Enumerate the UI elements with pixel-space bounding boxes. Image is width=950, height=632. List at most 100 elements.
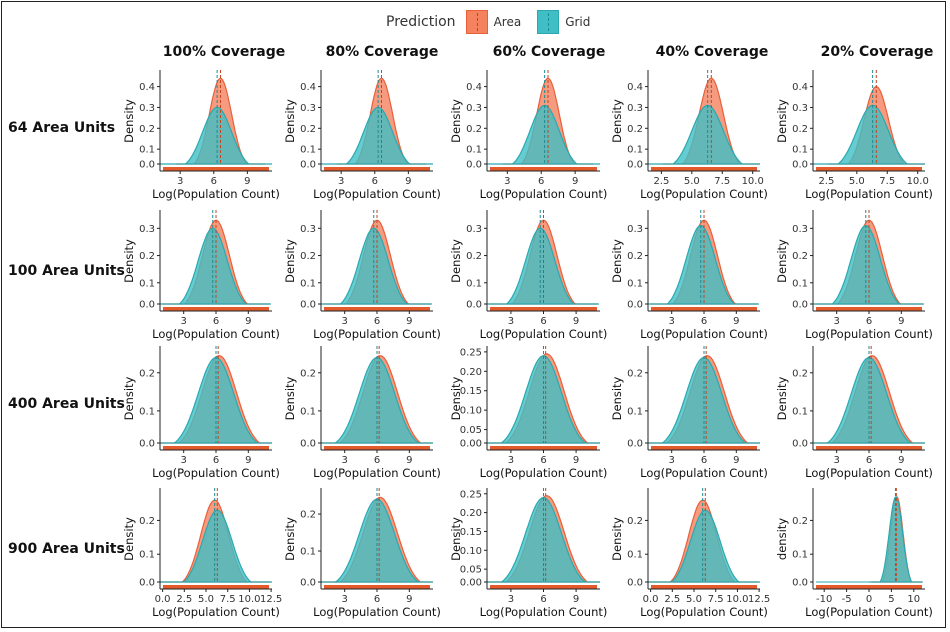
rug-strip: [651, 446, 757, 450]
x-tick-label: 12.5: [260, 594, 282, 605]
y-tick-label: 0.3: [139, 224, 155, 235]
grid-density-curve: [813, 224, 924, 305]
x-tick-label: 3: [342, 316, 348, 327]
y-tick-label: 0.0: [300, 160, 316, 171]
x-tick-label: 0.0: [155, 594, 171, 605]
x-tick-label: 3: [834, 316, 840, 327]
x-tick-label: 2.5: [818, 176, 834, 187]
y-tick-label: 0.4: [466, 82, 482, 93]
y-tick-label: 0.10: [460, 546, 482, 557]
y-tick-label: 0.1: [139, 550, 155, 561]
grid-density-curve: [160, 106, 272, 165]
x-tick-label: 9: [898, 455, 904, 466]
y-tick-label: 0.0: [627, 300, 643, 311]
x-tick-label: 6: [211, 176, 217, 187]
y-tick-label: 0.0: [466, 160, 482, 171]
y-tick-label: 0.3: [792, 103, 808, 114]
y-tick-label: 0.1: [139, 145, 155, 156]
x-axis-label: Log(Population Count): [152, 327, 280, 341]
panel-r2-c2: 0.00 0.05 0.10 0.15 0.20 0.25 3 6 9Log(Populatio…: [449, 346, 607, 480]
x-tick-label: 6: [374, 316, 380, 327]
y-axis-label: Density: [449, 99, 463, 143]
y-tick-label: 0.4: [300, 82, 316, 93]
grid-density-curve: [648, 356, 760, 444]
y-tick-label: 0.1: [300, 547, 316, 558]
x-tick-label: 9: [245, 316, 251, 327]
x-tick-label: 3: [504, 176, 510, 187]
y-tick-label: 0.3: [300, 224, 316, 235]
y-tick-label: 0.05: [460, 565, 482, 576]
y-tick-label: 0.3: [627, 103, 643, 114]
y-tick-label: 0.1: [627, 406, 643, 417]
y-tick-label: 0.1: [627, 550, 643, 561]
rug-strip: [163, 167, 269, 171]
x-axis-label: Log(Population Count): [313, 327, 441, 341]
y-tick-label: 0.1: [300, 278, 316, 289]
y-tick-label: 0.1: [792, 278, 808, 289]
x-tick-label: 10.0: [907, 176, 929, 187]
rug-strip: [163, 307, 269, 311]
y-tick-label: 0.2: [300, 251, 316, 262]
x-tick-label: 3: [508, 455, 514, 466]
grid-density-curve: [160, 509, 272, 583]
y-tick-label: 0.4: [139, 82, 155, 93]
x-axis-label: Log(Population Count): [480, 327, 608, 341]
y-tick-label: 0.2: [627, 368, 643, 379]
y-tick-label: 0.2: [300, 368, 316, 379]
x-axis-label: Log(Population Count): [640, 187, 768, 201]
y-axis-label: Density: [610, 99, 624, 143]
rug-strip: [324, 446, 430, 450]
y-tick-label: 0.1: [139, 278, 155, 289]
y-tick-label: 0.1: [792, 550, 808, 561]
legend-key-grid: [537, 10, 560, 34]
y-tick-label: 0.1: [792, 145, 808, 156]
y-tick-label: 0.2: [627, 516, 643, 527]
grid-density-curve: [648, 224, 759, 305]
grid-density-curve: [160, 227, 271, 305]
y-tick-label: 0.15: [460, 386, 482, 397]
y-tick-label: 0.2: [792, 368, 808, 379]
x-tick-label: 2.5: [176, 594, 192, 605]
y-tick-label: 0.0: [792, 578, 808, 589]
y-tick-label: 0.0: [627, 439, 643, 450]
y-tick-label: 0.15: [460, 527, 482, 538]
y-axis-label: Density: [610, 376, 624, 420]
grid-density-curve: [648, 104, 760, 165]
x-tick-label: 9: [573, 316, 579, 327]
x-tick-label: 0.0: [643, 594, 659, 605]
x-tick-label: 9: [898, 316, 904, 327]
column-header-40: 40% Coverage: [655, 44, 769, 60]
y-tick-label: 0.0: [792, 160, 808, 171]
y-tick-label: 0.3: [627, 224, 643, 235]
x-tick-label: 10.0: [726, 594, 748, 605]
x-tick-label: 10: [907, 594, 920, 605]
x-tick-label: 9: [406, 594, 412, 605]
y-tick-label: 0.2: [139, 368, 155, 379]
x-axis-label: Log(Population Count): [805, 466, 933, 480]
y-tick-label: 0.1: [466, 278, 482, 289]
y-tick-label: 0.1: [300, 145, 316, 156]
y-tick-label: 0.0: [139, 578, 155, 589]
x-tick-label: 6: [372, 176, 378, 187]
y-tick-label: 0.1: [300, 406, 316, 417]
x-tick-label: 6: [538, 176, 544, 187]
panel-r3-c2: 0.00 0.05 0.10 0.15 0.20 0.25 3 6 9Log(Populatio…: [449, 488, 607, 619]
y-tick-label: 0.3: [139, 103, 155, 114]
y-tick-label: 0.4: [627, 82, 643, 93]
x-tick-label: 5.0: [849, 176, 865, 187]
y-tick-label: 0.2: [466, 251, 482, 262]
x-tick-label: 5: [888, 594, 894, 605]
rug-strip: [324, 167, 430, 171]
y-tick-label: 0.2: [466, 124, 482, 135]
y-tick-label: 0.3: [792, 224, 808, 235]
grid-density-curve: [321, 106, 433, 165]
y-tick-label: 0.1: [139, 406, 155, 417]
rug-strip: [816, 167, 922, 171]
y-tick-label: 0.20: [460, 508, 482, 519]
y-tick-label: 0.25: [460, 347, 482, 358]
panel-r3-c3: 0.0 0.1 0.2 0.0 2.5 5.0 7.5 10.0 12.5Log(Populat…: [610, 488, 770, 619]
rug-strip: [163, 446, 269, 450]
